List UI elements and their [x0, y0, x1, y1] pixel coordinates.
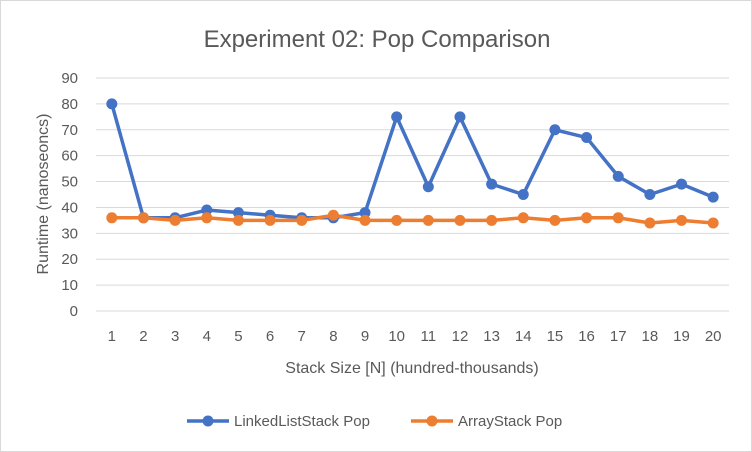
x-tick-label: 16	[578, 328, 595, 345]
x-tick-label: 6	[266, 328, 274, 345]
x-tick-label: 5	[234, 328, 242, 345]
x-tick-label: 3	[171, 328, 179, 345]
data-point	[359, 214, 371, 226]
x-tick-label: 2	[139, 328, 147, 345]
x-tick-label: 8	[329, 328, 337, 345]
data-point	[422, 181, 434, 193]
x-axis-label: Stack Size [N] (hundred-thousands)	[285, 360, 538, 377]
series-layer	[106, 98, 719, 229]
y-tick-label: 60	[61, 148, 78, 165]
data-point	[359, 207, 371, 219]
data-point	[296, 214, 308, 226]
y-tick-label: 20	[61, 251, 78, 268]
data-point	[391, 111, 403, 123]
y-tick-label: 10	[61, 277, 78, 294]
legend-swatch-marker	[426, 415, 438, 427]
y-tick-label: 0	[70, 303, 78, 320]
data-point	[549, 124, 561, 136]
data-point	[612, 170, 624, 182]
x-tick-label: 15	[547, 328, 564, 345]
data-point	[454, 214, 466, 226]
data-point	[486, 214, 498, 226]
data-point	[137, 212, 149, 224]
data-point	[486, 178, 498, 190]
data-point	[549, 214, 561, 226]
legend-item: LinkedListStack Pop	[187, 413, 370, 430]
data-point	[201, 212, 213, 224]
y-tick-label: 30	[61, 225, 78, 242]
x-tick-label: 10	[388, 328, 405, 345]
data-point	[517, 189, 529, 200]
series-line	[110, 102, 715, 220]
x-tick-label: 17	[610, 328, 627, 345]
data-point	[517, 212, 529, 224]
y-tick-label: 70	[61, 122, 78, 139]
y-tick-label: 50	[61, 174, 78, 191]
data-point	[676, 214, 688, 226]
x-tick-label: 9	[361, 328, 369, 345]
x-tick-label: 20	[705, 328, 722, 345]
y-axis-label: Runtime (nanoseoncs)	[35, 114, 52, 275]
x-tick-label: 1	[108, 328, 116, 345]
data-point	[644, 189, 656, 200]
data-point	[676, 178, 688, 190]
x-tick-label: 19	[673, 328, 690, 345]
x-axis-ticks: 1 2 3 4 5 6 7 8 9 10 11 12 13 14 15 16 17 18 19 20	[108, 328, 722, 345]
data-point	[581, 212, 593, 224]
x-tick-label: 13	[483, 328, 500, 345]
series-2	[106, 209, 719, 229]
data-point	[232, 214, 244, 226]
legend-item: ArrayStack Pop	[411, 413, 562, 430]
data-point	[612, 212, 624, 224]
y-tick-label: 80	[61, 96, 78, 113]
legend: LinkedListStack Pop ArrayStack Pop	[187, 413, 562, 430]
data-point	[644, 217, 656, 229]
x-tick-label: 4	[203, 328, 211, 345]
data-point	[106, 212, 118, 224]
y-axis-ticks: 0 10 20 30 40 50 60 70 80 90	[61, 70, 78, 320]
data-point	[106, 98, 118, 110]
data-point	[232, 207, 244, 219]
data-point	[391, 214, 403, 226]
data-point	[581, 132, 593, 144]
x-tick-label: 11	[421, 328, 437, 345]
legend-label: ArrayStack Pop	[458, 413, 562, 430]
y-tick-label: 40	[61, 199, 78, 216]
y-tick-label: 90	[61, 70, 78, 87]
data-point	[264, 214, 276, 226]
legend-label: LinkedListStack Pop	[234, 413, 370, 430]
series-1	[106, 98, 719, 224]
legend-swatch-marker	[202, 415, 214, 427]
data-point	[201, 204, 213, 216]
data-point	[327, 209, 339, 221]
gridlines	[96, 77, 729, 312]
data-point	[707, 191, 719, 203]
data-point	[707, 217, 719, 229]
x-tick-label: 14	[515, 328, 532, 345]
x-tick-label: 12	[452, 328, 469, 345]
data-point	[454, 111, 466, 123]
x-tick-label: 18	[642, 328, 659, 345]
data-point	[422, 214, 434, 226]
chart-title: Experiment 02: Pop Comparison	[204, 26, 551, 53]
x-tick-label: 7	[298, 328, 306, 345]
data-point	[169, 214, 181, 226]
